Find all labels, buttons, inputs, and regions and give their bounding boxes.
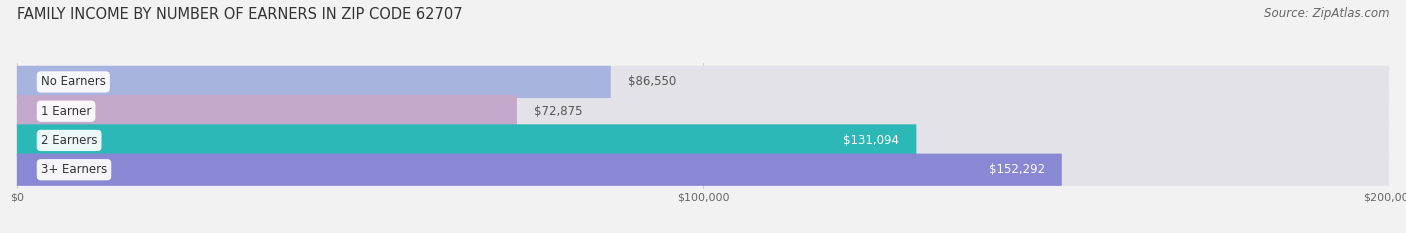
Text: Source: ZipAtlas.com: Source: ZipAtlas.com: [1264, 7, 1389, 20]
FancyBboxPatch shape: [17, 66, 1389, 98]
FancyBboxPatch shape: [17, 124, 1389, 157]
Text: $152,292: $152,292: [988, 163, 1045, 176]
FancyBboxPatch shape: [17, 66, 610, 98]
FancyBboxPatch shape: [17, 154, 1389, 186]
FancyBboxPatch shape: [17, 124, 917, 157]
Text: 1 Earner: 1 Earner: [41, 105, 91, 118]
FancyBboxPatch shape: [17, 95, 1389, 127]
Text: 2 Earners: 2 Earners: [41, 134, 97, 147]
Text: No Earners: No Earners: [41, 75, 105, 89]
FancyBboxPatch shape: [17, 95, 517, 127]
Text: FAMILY INCOME BY NUMBER OF EARNERS IN ZIP CODE 62707: FAMILY INCOME BY NUMBER OF EARNERS IN ZI…: [17, 7, 463, 22]
Text: $131,094: $131,094: [844, 134, 900, 147]
FancyBboxPatch shape: [17, 154, 1062, 186]
Text: 3+ Earners: 3+ Earners: [41, 163, 107, 176]
Text: $72,875: $72,875: [534, 105, 582, 118]
Text: $86,550: $86,550: [628, 75, 676, 89]
